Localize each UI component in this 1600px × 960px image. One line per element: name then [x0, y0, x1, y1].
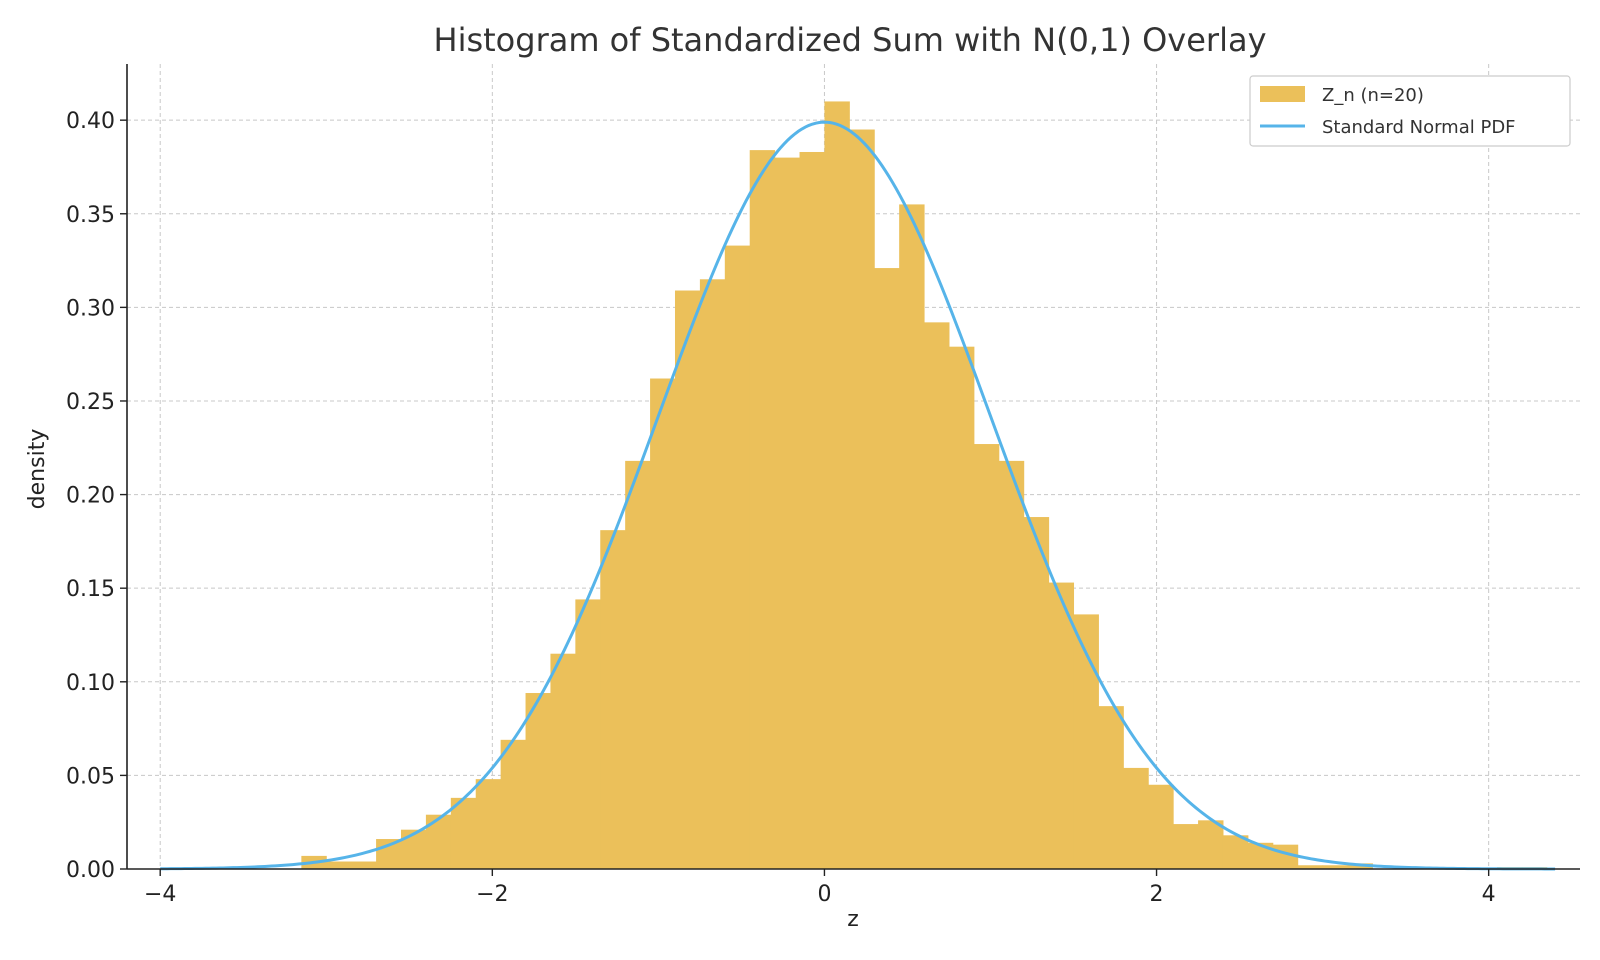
y-tick-label: 0.20 [66, 484, 115, 509]
histogram-bar [1148, 784, 1174, 869]
histogram-bar [525, 693, 551, 869]
histogram-bar [351, 861, 377, 869]
y-tick-label: 0.40 [66, 109, 115, 134]
histogram-bar [849, 129, 875, 869]
y-tick-label: 0.15 [66, 577, 115, 602]
x-tick-label: 4 [1482, 882, 1496, 907]
y-tick-label: 0.00 [66, 858, 115, 883]
histogram-bar [1098, 706, 1124, 869]
histogram-bar [899, 204, 925, 869]
x-tick-label: −2 [476, 882, 508, 907]
histogram-bar [973, 444, 1000, 869]
histogram-bar [1173, 824, 1199, 869]
histogram-bar [998, 460, 1025, 869]
histogram-bar [948, 346, 975, 869]
histogram-bar [799, 151, 825, 869]
histogram-bar [1272, 844, 1299, 869]
legend: Z_n (n=20) Standard Normal PDF [1249, 75, 1571, 147]
histogram-bar [1123, 767, 1149, 869]
histogram-bar [1023, 517, 1050, 869]
chart-title: Histogram of Standardized Sum with N(0,1… [434, 21, 1267, 59]
histogram-bar [824, 101, 850, 869]
histogram-bar [1297, 865, 1324, 869]
axes [126, 64, 1580, 870]
histogram-bar [874, 268, 900, 870]
histogram-bar [749, 150, 776, 869]
histogram-bar [425, 814, 452, 869]
histogram-bar [699, 279, 726, 869]
histogram-bar [924, 322, 950, 869]
tick-labels: −4 −2 0 2 4 0.00 0.05 0.10 0.15 0.20 0.25 0.30 0.35 0… [66, 109, 1496, 907]
y-tick-label: 0.25 [66, 390, 115, 415]
y-tick-label: 0.30 [66, 296, 115, 321]
y-tick-label: 0.05 [66, 764, 115, 789]
y-tick-label: 0.35 [66, 203, 115, 228]
legend-swatch-histogram [1260, 86, 1305, 102]
x-axis-label: z [847, 907, 859, 932]
histogram-bar [674, 290, 701, 869]
y-tick-label: 0.10 [66, 671, 115, 696]
histogram-bar [450, 797, 477, 869]
legend-label-pdf: Standard Normal PDF [1322, 117, 1516, 138]
histogram-bar [1322, 865, 1349, 869]
histogram-bars [301, 101, 1548, 870]
legend-label-histogram: Z_n (n=20) [1322, 85, 1424, 106]
histogram-bar [1222, 835, 1249, 869]
histogram-bar [1198, 820, 1224, 869]
histogram-bar [1048, 582, 1075, 869]
histogram-bar [400, 829, 427, 869]
x-tick-label: −4 [144, 882, 176, 907]
normal-pdf-line [160, 120, 1556, 871]
x-tick-label: 2 [1150, 882, 1164, 907]
histogram-bar [475, 779, 502, 869]
histogram-bar [326, 861, 352, 869]
histogram-bar [724, 245, 751, 869]
legend-box [1249, 75, 1571, 147]
histogram-bar [774, 157, 801, 870]
x-tick-label: 0 [817, 882, 831, 907]
histogram-bar [575, 599, 601, 869]
histogram-bar [600, 530, 626, 869]
histogram-bar [550, 653, 576, 869]
histogram-bar [500, 739, 527, 869]
histogram-bar [650, 378, 676, 869]
y-axis-label: density [25, 429, 50, 510]
histogram-bar [625, 460, 651, 869]
